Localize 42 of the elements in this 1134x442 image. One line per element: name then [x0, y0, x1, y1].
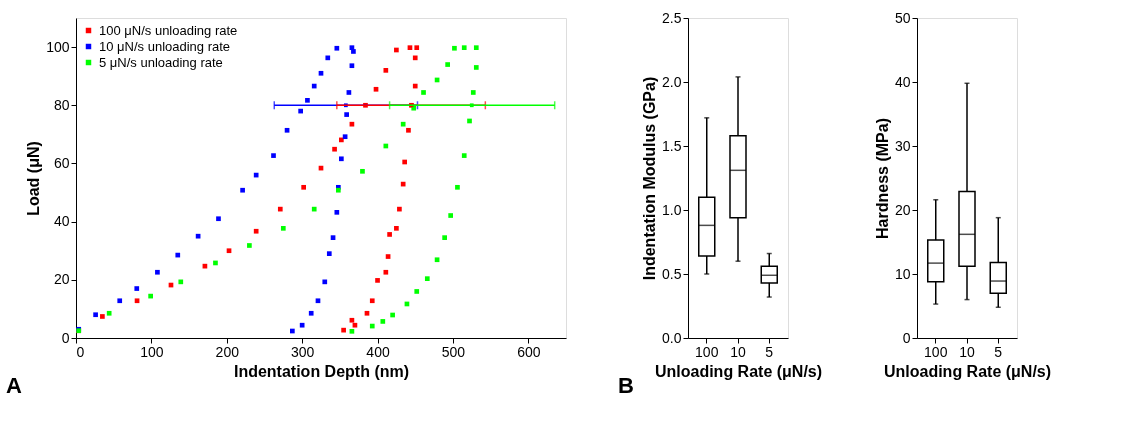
- legend-label: 5 μN/s unloading rate: [99, 54, 223, 70]
- x-tick-label: 600: [517, 343, 541, 360]
- y-tick-label: 2.0: [662, 73, 682, 90]
- y-axis-title: Indentation Modulus (GPa): [641, 76, 659, 281]
- y-tick-label: 2.5: [662, 9, 682, 26]
- y-axis-title: Hardness (MPa): [873, 118, 891, 239]
- y-tick-label: 0.0: [662, 329, 682, 346]
- x-axis-title: Unloading Rate (μN/s): [654, 362, 823, 380]
- x-tick-label: 0: [76, 343, 85, 360]
- y-tick-label: 60: [53, 154, 70, 171]
- y-tick-label: 0.5: [662, 265, 682, 282]
- y-tick-label: 0: [61, 329, 70, 346]
- y-tick-label: 20: [53, 271, 70, 288]
- y-tick-label: 40: [894, 73, 911, 90]
- y-tick-label: 1.0: [662, 201, 682, 218]
- x-tick-label: 200: [215, 343, 240, 360]
- y-axis-title: Load (μN): [25, 141, 43, 216]
- x-tick-label: 500: [441, 343, 466, 360]
- x-tick-label: 5: [994, 343, 1003, 360]
- x-tick-label: 100: [695, 343, 719, 360]
- y-tick-label: 10: [894, 265, 911, 282]
- x-tick-label: 100: [924, 343, 948, 360]
- legend-label: 100 μN/s unloading rate: [99, 22, 238, 38]
- x-tick-label: 10: [959, 343, 975, 360]
- text: B: [618, 373, 634, 398]
- y-tick-label: 80: [53, 96, 70, 113]
- x-axis-title: Unloading Rate (μN/s): [883, 362, 1052, 380]
- x-tick-label: 10: [730, 343, 746, 360]
- y-tick-label: 50: [894, 9, 911, 26]
- x-tick-label: 100: [140, 343, 164, 360]
- x-tick-label: 400: [366, 343, 390, 360]
- y-tick-label: 0: [902, 329, 911, 346]
- y-tick-label: 1.5: [662, 137, 682, 154]
- x-tick-label: 5: [765, 343, 774, 360]
- text: A: [6, 373, 22, 398]
- x-tick-label: 300: [290, 343, 315, 360]
- y-tick-label: 40: [53, 213, 70, 230]
- y-tick-label: 30: [894, 137, 911, 154]
- y-tick-label: 100: [46, 38, 70, 55]
- x-axis-title: Indentation Depth (nm): [233, 362, 410, 380]
- legend-label: 10 μN/s unloading rate: [99, 38, 231, 54]
- y-tick-label: 20: [894, 201, 911, 218]
